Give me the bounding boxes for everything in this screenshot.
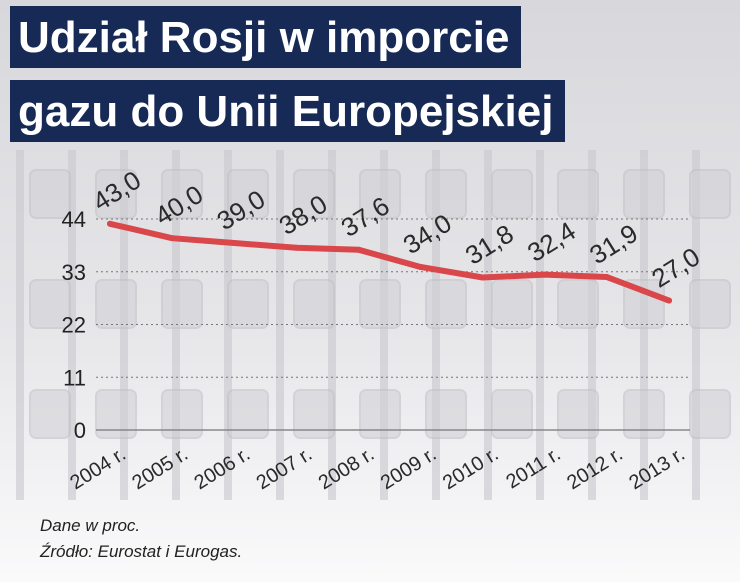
data-point	[107, 220, 113, 227]
data-point	[417, 263, 424, 270]
y-tick-label: 33	[62, 260, 86, 285]
x-tick-label: 2011 r.	[502, 443, 564, 493]
data-label: 27,0	[646, 241, 705, 293]
y-tick-label: 11	[63, 365, 86, 390]
data-label: 31,8	[460, 218, 519, 270]
data-point	[293, 244, 300, 251]
data-point	[355, 246, 362, 253]
x-tick-label: 2012 r.	[563, 443, 627, 494]
data-label: 31,9	[584, 218, 643, 270]
y-tick-label: 0	[74, 418, 86, 443]
data-point	[479, 274, 486, 281]
x-tick-label: 2008 r.	[315, 443, 379, 494]
x-tick-label: 2006 r.	[191, 443, 255, 494]
data-point	[603, 274, 610, 281]
data-point	[231, 239, 238, 246]
data-label: 39,0	[212, 184, 271, 236]
units-note: Dane w proc.	[40, 516, 141, 535]
x-tick-label: 2009 r.	[377, 443, 441, 494]
data-point	[169, 235, 176, 242]
x-tick-label: 2013 r.	[625, 443, 689, 494]
data-point	[541, 271, 548, 278]
data-label: 34,0	[398, 208, 457, 260]
data-label: 43,0	[87, 165, 146, 217]
data-point	[666, 297, 672, 304]
x-tick-label: 2010 r.	[439, 443, 503, 494]
y-tick-label: 44	[62, 207, 86, 232]
x-tick-label: 2007 r.	[253, 443, 317, 494]
data-label: 37,6	[336, 191, 395, 243]
data-label: 32,4	[522, 215, 581, 267]
data-label: 40,0	[149, 179, 208, 231]
chart-title-line-2: gazu do Unii Europejskiej	[10, 80, 566, 142]
x-tick-label: 2005 r.	[128, 443, 192, 494]
chart-title-line-1: Udział Rosji w imporcie	[10, 6, 522, 68]
source-note: Źródło: Eurostat i Eurogas.	[40, 542, 243, 561]
x-tick-label: 2004 r.	[66, 443, 130, 494]
data-label: 38,0	[274, 189, 333, 241]
series-line	[107, 220, 672, 304]
y-tick-label: 22	[62, 313, 86, 338]
